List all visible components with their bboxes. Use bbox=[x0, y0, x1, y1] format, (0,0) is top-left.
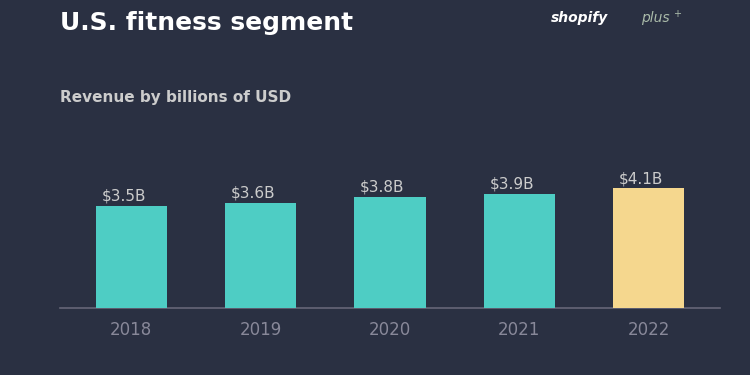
Text: U.S. fitness segment: U.S. fitness segment bbox=[60, 11, 353, 35]
Text: plus: plus bbox=[641, 11, 670, 25]
Text: $3.5B: $3.5B bbox=[101, 189, 146, 204]
Bar bbox=[614, 189, 685, 308]
Bar bbox=[484, 194, 555, 308]
Text: $3.6B: $3.6B bbox=[231, 186, 275, 201]
Bar bbox=[225, 203, 296, 308]
Text: Revenue by billions of USD: Revenue by billions of USD bbox=[60, 90, 291, 105]
Text: +: + bbox=[674, 9, 682, 20]
Bar bbox=[95, 206, 166, 308]
Text: $4.1B: $4.1B bbox=[619, 171, 663, 186]
Text: $3.8B: $3.8B bbox=[360, 180, 404, 195]
Text: shopify: shopify bbox=[551, 11, 608, 25]
Text: $3.9B: $3.9B bbox=[490, 177, 534, 192]
Bar bbox=[355, 197, 425, 308]
